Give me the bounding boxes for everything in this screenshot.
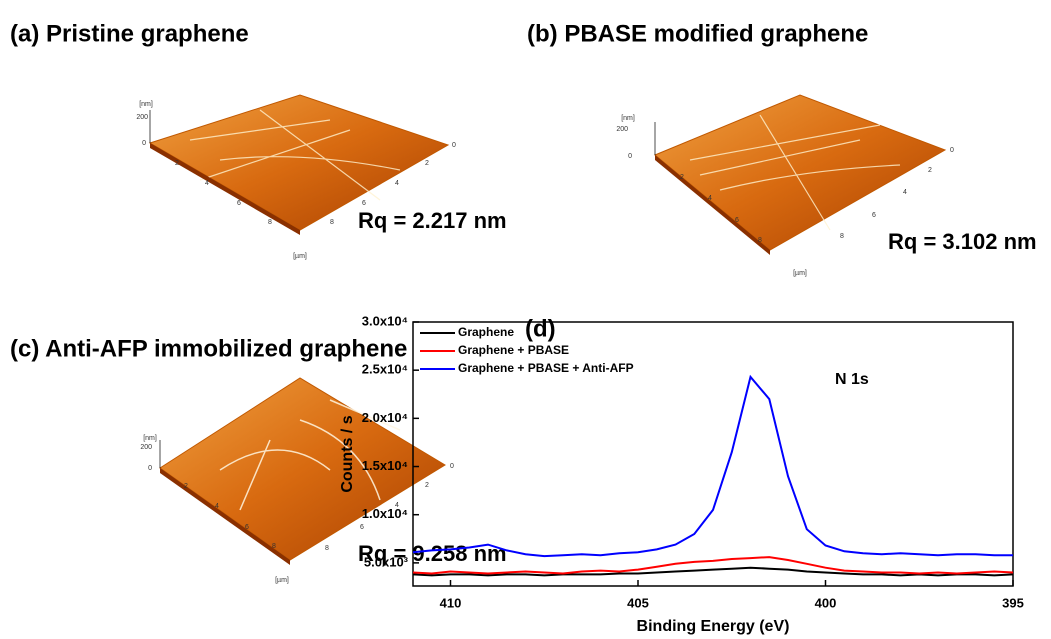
y-tick-label: 2.5x10⁴ <box>362 362 408 377</box>
x-tick-label: 410 <box>440 595 462 610</box>
x-tick: 2 <box>680 174 684 181</box>
legend-label: Graphene + PBASE <box>458 343 569 357</box>
x-tick: 8 <box>758 237 762 244</box>
x-tick: 2 <box>175 160 179 167</box>
panel-label: (d) <box>525 315 556 342</box>
y-tick: 6 <box>872 212 876 219</box>
z-tick: 0 <box>142 140 146 147</box>
y-tick: 8 <box>325 545 329 552</box>
x-tick-label: 395 <box>1002 595 1024 610</box>
z-unit: [nm] <box>621 115 635 122</box>
x-tick: 6 <box>735 217 739 224</box>
y-tick-label: 3.0x10⁴ <box>362 313 408 328</box>
x-unit: [µm] <box>793 270 807 277</box>
x-tick-label: 405 <box>627 595 649 610</box>
x-tick: 6 <box>237 200 241 207</box>
panel-title: (a) Pristine graphene <box>10 20 249 47</box>
z-tick: 200 <box>616 126 628 133</box>
panel-title: (b) PBASE modified graphene <box>527 20 868 47</box>
x-tick: 4 <box>205 180 209 187</box>
x-unit: [µm] <box>293 253 307 260</box>
y-tick: 6 <box>360 524 364 531</box>
y-tick: 2 <box>425 160 429 167</box>
y-tick-label: 5.0x10³ <box>364 554 409 569</box>
y-tick-label: 1.5x10⁴ <box>362 458 408 473</box>
x-tick: 8 <box>272 543 276 550</box>
roughness-label: Rq = 2.217 nm <box>358 208 507 233</box>
y-tick: 0 <box>450 463 454 470</box>
y-tick: 4 <box>903 189 907 196</box>
y-tick-label: 1.0x10⁴ <box>362 506 408 521</box>
x-tick: 4 <box>708 195 712 202</box>
y-tick: 2 <box>425 482 429 489</box>
z-tick: 0 <box>148 465 152 472</box>
x-tick: 2 <box>184 483 188 490</box>
annotation: N 1s <box>835 371 869 388</box>
y-tick: 0 <box>452 142 456 149</box>
z-tick: 0 <box>628 153 632 160</box>
x-axis-label: Binding Energy (eV) <box>637 618 790 635</box>
y-tick: 0 <box>950 147 954 154</box>
figure: (a) Pristine grapheneRq = 2.217 nm[nm]20… <box>0 0 1051 639</box>
legend-label: Graphene <box>458 325 514 339</box>
z-tick: 200 <box>136 114 148 121</box>
y-tick: 8 <box>840 233 844 240</box>
x-tick: 4 <box>215 503 219 510</box>
y-tick: 6 <box>362 200 366 207</box>
x-tick: 8 <box>268 219 272 226</box>
roughness-label: Rq = 3.102 nm <box>888 229 1037 254</box>
legend-label: Graphene + PBASE + Anti-AFP <box>458 361 634 375</box>
y-tick: 4 <box>395 180 399 187</box>
panel-title: (c) Anti-AFP immobilized graphene <box>10 335 407 362</box>
z-unit: [nm] <box>143 435 157 442</box>
y-tick: 2 <box>928 167 932 174</box>
y-tick-label: 2.0x10⁴ <box>362 410 408 425</box>
y-axis-label: Counts / s <box>339 415 356 492</box>
z-unit: [nm] <box>139 101 153 108</box>
x-tick: 6 <box>245 524 249 531</box>
data-line <box>413 377 1013 556</box>
x-unit: [µm] <box>275 577 289 584</box>
x-tick-label: 400 <box>815 595 837 610</box>
z-tick: 200 <box>140 444 152 451</box>
y-tick: 8 <box>330 219 334 226</box>
